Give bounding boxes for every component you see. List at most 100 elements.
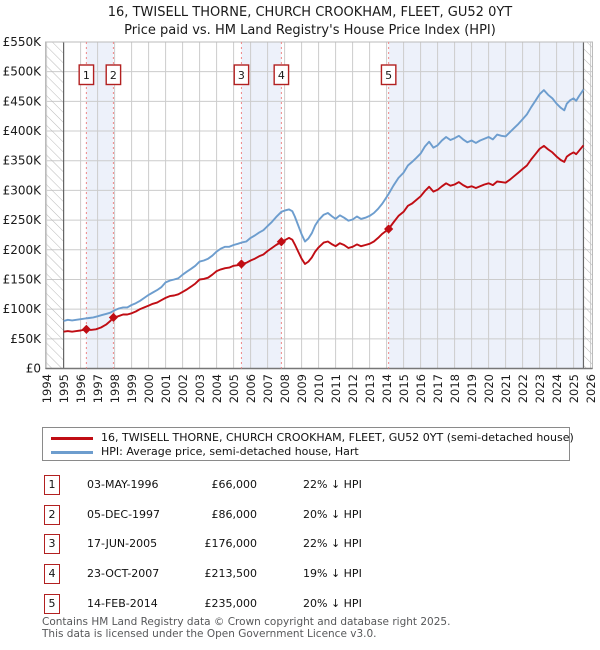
svg-text:2010: 2010 [312,374,326,403]
hpi-delta: 20% ↓ HPI [303,507,362,521]
hpi-delta: 20% ↓ HPI [303,596,362,610]
svg-text:2019: 2019 [465,374,479,403]
table-row: 4 23-OCT-2007 £213,500 19% ↓ HPI [0,564,600,586]
legend-row-price-paid: 16, TWISELL THORNE, CHURCH CROOKHAM, FLE… [43,431,574,445]
svg-text:£550K: £550K [3,35,43,49]
sale-marker [81,324,91,334]
sale-event-number-boxes: 1 2 3 4 5 [78,64,397,86]
event-number-box [233,64,250,86]
legend-label-hpi: HPI: Average price, semi-detached house,… [101,445,359,458]
hpi-delta: 19% ↓ HPI [303,567,362,580]
svg-text:2013: 2013 [363,374,377,403]
svg-text:£50K: £50K [10,332,42,346]
svg-text:2004: 2004 [210,374,224,403]
table-row: 2 05-DEC-1997 £86,000 20% ↓ HPI [0,504,600,527]
hpi-delta: 22% ↓ HPI [303,537,362,550]
svg-text:£250K: £250K [3,213,43,227]
svg-text:1998: 1998 [108,374,122,403]
svg-text:2024: 2024 [550,374,564,403]
svg-text:2: 2 [110,69,117,82]
hpi-line-swatch [51,451,93,454]
sale-date: 14-FEB-2014 [87,596,158,610]
svg-text:1995: 1995 [57,374,71,403]
svg-text:2023: 2023 [533,374,547,403]
sale-price: £66,000 [211,478,258,491]
event-number-box [105,64,122,86]
svg-text:2001: 2001 [159,374,173,403]
table-row: 5 14-FEB-2014 £235,000 20% ↓ HPI [0,593,600,616]
svg-text:1: 1 [83,69,90,82]
svg-text:2007: 2007 [261,374,275,403]
event-number-badge: 1 [44,475,60,495]
svg-text:4: 4 [278,69,285,82]
table-row: 1 03-MAY-1996 £66,000 22% ↓ HPI [0,475,600,497]
table-row: 3 17-JUN-2005 £176,000 22% ↓ HPI [0,534,600,556]
event-number-box [273,64,290,86]
hpi-line [63,88,585,322]
svg-text:2008: 2008 [278,374,292,403]
svg-text:2022: 2022 [516,374,530,403]
svg-text:£350K: £350K [3,154,43,168]
sale-date: 03-MAY-1996 [87,478,159,491]
sale-marker [108,312,119,323]
svg-text:2012: 2012 [346,374,360,403]
sale-marker [276,237,286,247]
x-axis-tick-labels: 1994 1995 1996 1997 1998 1999 2000 2001 2002 2003… [40,374,598,403]
sale-price: £213,500 [204,567,258,580]
svg-text:£300K: £300K [3,183,43,197]
price-paid-line-swatch [51,437,93,440]
ownership-period-bands [86,42,584,369]
svg-text:£200K: £200K [3,243,43,257]
plot-border [45,41,593,370]
sale-date: 23-OCT-2007 [87,567,160,580]
svg-text:2018: 2018 [448,374,462,403]
svg-text:3: 3 [238,69,245,82]
svg-text:5: 5 [385,69,392,82]
event-number-badge: 4 [44,564,60,584]
chart-title: 16, TWISELL THORNE, CHURCH CROOKHAM, FLE… [108,5,513,20]
legend-label-price-paid: 16, TWISELL THORNE, CHURCH CROOKHAM, FLE… [101,431,574,444]
price-history-chart: 16, TWISELL THORNE, CHURCH CROOKHAM, FLE… [3,5,599,403]
data-series-lines [63,88,585,333]
svg-text:2021: 2021 [499,374,513,403]
svg-text:2016: 2016 [414,374,428,403]
sale-price: £86,000 [211,507,258,521]
chart-legend: 16, TWISELL THORNE, CHURCH CROOKHAM, FLE… [42,427,574,461]
no-data-hatch-regions [45,42,593,369]
legend-row-hpi: HPI: Average price, semi-detached house,… [43,445,569,459]
footer-line-2: This data is licensed under the Open Gov… [42,627,377,640]
hpi-delta: 22% ↓ HPI [303,478,362,491]
svg-text:2011: 2011 [329,374,343,403]
svg-text:£450K: £450K [3,94,43,108]
svg-text:£150K: £150K [3,272,43,286]
svg-text:2006: 2006 [244,374,258,403]
chart-subtitle: Price paid vs. HM Land Registry's House … [124,23,496,38]
svg-text:2017: 2017 [431,374,445,403]
event-number-box [78,64,95,86]
svg-text:1996: 1996 [74,374,88,403]
svg-text:2015: 2015 [397,374,411,403]
svg-text:1999: 1999 [125,374,139,403]
svg-text:£0: £0 [26,362,41,376]
event-number-box [380,64,397,86]
license-footer: Contains HM Land Registry data © Crown c… [42,616,450,640]
svg-text:2009: 2009 [295,374,309,403]
svg-text:2005: 2005 [227,374,241,403]
event-number-badge: 2 [44,504,60,525]
svg-text:2026: 2026 [584,374,598,403]
sale-marker [236,259,247,269]
svg-text:£500K: £500K [3,65,43,79]
svg-text:2025: 2025 [567,374,581,403]
sale-price-markers [81,224,394,334]
svg-text:2003: 2003 [193,374,207,403]
y-axis-tick-labels: £0 £50K £100K £150K £200K £250K £300K £350K £400… [3,35,43,376]
svg-text:1997: 1997 [91,374,105,403]
svg-text:2002: 2002 [176,374,190,403]
event-number-badge: 5 [44,593,60,614]
svg-text:2014: 2014 [380,374,394,403]
svg-text:1994: 1994 [40,374,54,403]
sale-marker [384,224,394,234]
sale-price: £235,000 [204,596,258,610]
price_paid-line [63,144,585,333]
